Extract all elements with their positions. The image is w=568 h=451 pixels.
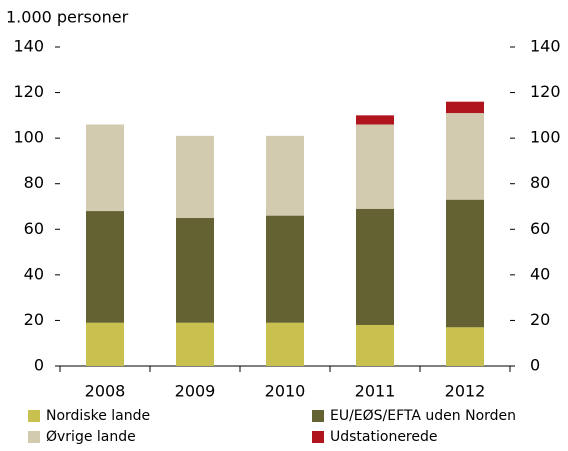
- bar-segment: [446, 101, 484, 114]
- legend-swatch: [28, 410, 40, 422]
- x-tick-label: 2009: [175, 382, 216, 401]
- bar-segment: [266, 135, 304, 216]
- bar-segment: [176, 217, 214, 323]
- legend-swatch: [312, 431, 324, 443]
- legend-label: Udstationerede: [330, 429, 438, 445]
- legend-label: Nordiske lande: [46, 408, 150, 424]
- legend-swatch: [28, 431, 40, 443]
- y2-tick-label: 60: [530, 219, 550, 238]
- x-tick-label: 2011: [355, 382, 396, 401]
- y2-tick-label: 140: [530, 37, 561, 56]
- x-tick-label: 2010: [265, 382, 306, 401]
- bar-segment: [356, 208, 394, 325]
- y-tick-label: 60: [24, 219, 44, 238]
- bar-segment: [446, 199, 484, 328]
- bar-segment: [86, 124, 124, 212]
- y2-tick-label: 120: [530, 82, 561, 101]
- legend-swatch: [312, 410, 324, 422]
- y2-tick-label: 0: [530, 356, 540, 375]
- bar-segment: [176, 322, 214, 366]
- bar-segment: [266, 215, 304, 323]
- bar-segment: [86, 322, 124, 366]
- y2-tick-label: 40: [530, 264, 550, 283]
- bar-segment: [86, 211, 124, 323]
- chart-subtitle: 1.000 personer: [6, 8, 129, 27]
- y2-tick-label: 20: [530, 310, 550, 329]
- x-tick-label: 2008: [85, 382, 126, 401]
- y-tick-label: 100: [13, 128, 44, 147]
- bar-segment: [446, 327, 484, 366]
- bar-segment: [356, 115, 394, 125]
- y-tick-label: 80: [24, 173, 44, 192]
- y-tick-label: 140: [13, 37, 44, 56]
- bar-segment: [446, 113, 484, 200]
- y-tick-label: 0: [34, 356, 44, 375]
- bar-segment: [356, 324, 394, 366]
- y-tick-label: 40: [24, 264, 44, 283]
- y2-tick-label: 80: [530, 173, 550, 192]
- y-tick-label: 20: [24, 310, 44, 329]
- y2-tick-label: 100: [530, 128, 561, 147]
- x-tick-label: 2012: [445, 382, 486, 401]
- bar-segment: [266, 322, 304, 366]
- legend-label: Øvrige lande: [46, 429, 136, 445]
- bar-segment: [176, 135, 214, 218]
- y-tick-label: 120: [13, 82, 44, 101]
- legend-label: EU/EØS/EFTA uden Norden: [330, 408, 516, 424]
- bar-segment: [356, 124, 394, 209]
